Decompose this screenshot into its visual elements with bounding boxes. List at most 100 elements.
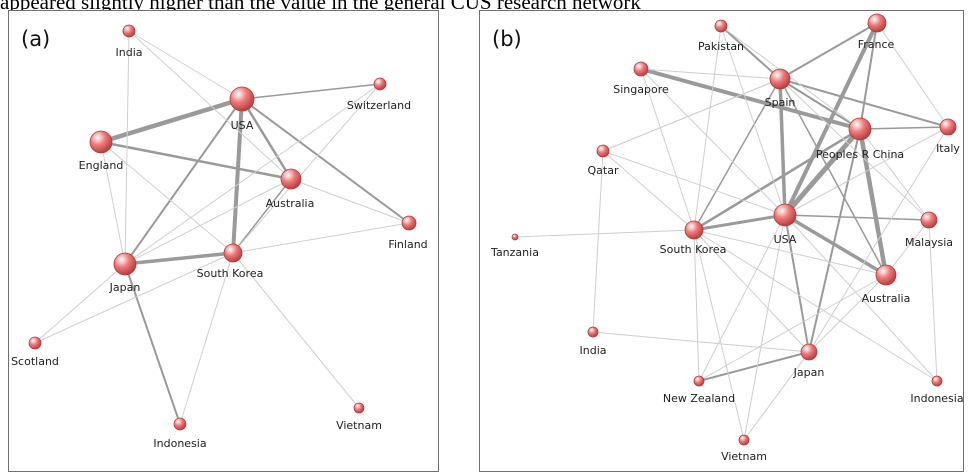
node-spain (769, 68, 791, 90)
network-graph-b: Pakistan France Singapore Spain Peoples R Ch… (490, 13, 963, 463)
node-label-southkorea: South Korea (197, 267, 264, 280)
edge-southkorea-vietnam (693, 229, 745, 441)
node-label-pakistan: Pakistan (698, 40, 744, 53)
edge-japan-australia (124, 178, 292, 265)
edge-southkorea-finland (232, 222, 410, 254)
edge-singapore-spain (640, 68, 781, 80)
node-france (867, 13, 887, 33)
node-label-france: France (858, 38, 895, 51)
edge-spain-usa (778, 78, 787, 216)
node-label-peoplesrchina: Peoples R China (816, 148, 904, 161)
node-label-australia: Australia (266, 197, 315, 210)
edge-usa-japan (124, 98, 243, 265)
edge-usa-newzealand (698, 214, 786, 382)
node-label-scotland: Scotland (11, 355, 59, 368)
node-label-malaysia: Malaysia (905, 236, 953, 249)
node-label-japan: Japan (109, 281, 141, 294)
edge-usa-malaysia (784, 214, 930, 221)
edge-usa-indonesia (784, 214, 938, 382)
edge-southkorea-vietnam (232, 252, 360, 409)
edge-usa-southkorea (231, 98, 244, 254)
edge-peoplesrchina-australia (857, 128, 889, 276)
edge-singapore-usa (640, 68, 786, 216)
edge-france-italy (876, 22, 949, 128)
edge-england-japan (100, 141, 126, 265)
node-southkorea (684, 220, 704, 240)
node-indonesia (931, 375, 943, 387)
node-japan (113, 252, 137, 276)
node-england (89, 130, 113, 154)
edge-southkorea-indonesia (179, 252, 234, 425)
network-panel-a: India USA Switzerland England Australia Finla… (8, 10, 439, 472)
edge-singapore-southkorea (640, 68, 695, 231)
edge-pakistan-southkorea (693, 25, 722, 231)
node-label-japan: Japan (793, 366, 825, 379)
node-label-vietnam: Vietnam (336, 419, 382, 432)
edge-southkorea-japan (693, 229, 810, 353)
node-scotland (28, 336, 42, 350)
node-peoplesrchina (848, 117, 872, 141)
node-label-india: India (580, 344, 607, 357)
node-india (122, 24, 136, 38)
node-southkorea (223, 243, 243, 263)
edge-usa-finland (241, 98, 410, 224)
edge-usa-switzerland (241, 83, 381, 100)
edge-spain-malaysia (779, 78, 930, 221)
edge-pakistan-spain (720, 25, 781, 80)
node-label-indonesia: Indonesia (910, 392, 963, 405)
edge-england-usa (100, 96, 243, 145)
edge-southkorea-usa (693, 213, 786, 232)
node-label-newzealand: New Zealand (663, 392, 735, 405)
edge-southkorea-switzerland (232, 83, 381, 254)
node-japan (800, 343, 818, 361)
node-pakistan (714, 19, 728, 33)
node-label-spain: Spain (765, 96, 796, 109)
edge-southkorea-spain (693, 78, 781, 231)
node-label-southkorea: South Korea (660, 243, 727, 256)
edge-tanzania-southkorea (514, 229, 695, 238)
network-graph-a: India USA Switzerland England Australia Finla… (11, 24, 428, 450)
edge-qatar-usa (602, 150, 786, 216)
node-indonesia (173, 417, 187, 431)
node-label-usa: USA (231, 119, 254, 132)
node-tanzania (511, 233, 519, 241)
node-malaysia (920, 211, 938, 229)
node-label-italy: Italy (936, 142, 960, 155)
node-finland (401, 215, 417, 231)
edge-france-usa (783, 22, 879, 216)
node-label-tanzania: Tanzania (490, 246, 539, 259)
edge-peoplesrchina-usa (783, 127, 862, 217)
node-newzealand (693, 375, 705, 387)
node-qatar (596, 144, 610, 158)
edge-malaysia-australia (885, 219, 930, 276)
edge-spain-australia (779, 78, 887, 276)
edge-australia-finland (290, 178, 410, 224)
edge-india-australia (128, 30, 292, 180)
edge-pakistan-peoplesrchina (720, 25, 861, 130)
edge-france-spain (779, 22, 878, 80)
edge-japan-southkorea (124, 251, 234, 266)
edge-india-japan (124, 30, 130, 265)
edge-singapore-peoplesrchina (640, 67, 861, 131)
node-usa (229, 86, 255, 112)
edge-peoplesrchina-malaysia (859, 128, 930, 221)
edge-qatar-india (592, 150, 604, 333)
edge-usa-italy (784, 126, 949, 216)
edge-peoplesrchina-japan (808, 128, 861, 353)
node-usa (773, 203, 797, 227)
edge-spain-qatar (602, 78, 781, 152)
node-label-india: India (116, 46, 143, 59)
node-india (587, 326, 599, 338)
network-panel-b: Pakistan France Singapore Spain Peoples R Ch… (479, 10, 964, 472)
node-switzerland (373, 77, 387, 91)
panel-label-b: (b) (492, 27, 522, 51)
edge-japan-vietnam (743, 351, 810, 441)
edge-england-australia (100, 140, 292, 181)
node-vietnam (738, 434, 750, 446)
edge-japan-indonesia (124, 263, 181, 425)
edge-southkorea-indonesia (693, 229, 938, 382)
node-label-singapore: Singapore (613, 83, 669, 96)
node-singapore (633, 61, 649, 77)
node-label-usa: USA (774, 233, 797, 246)
edge-australia-southkorea (232, 178, 292, 254)
